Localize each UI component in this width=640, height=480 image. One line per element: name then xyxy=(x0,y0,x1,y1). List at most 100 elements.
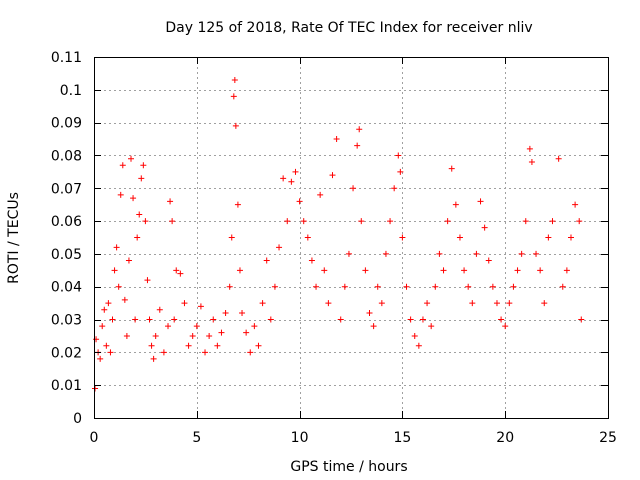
data-point xyxy=(144,277,151,284)
data-point xyxy=(510,283,517,290)
data-point xyxy=(92,385,99,392)
data-point xyxy=(300,218,307,225)
data-point xyxy=(276,244,283,251)
data-point xyxy=(115,283,122,290)
data-point xyxy=(549,218,556,225)
data-point xyxy=(222,309,229,316)
data-point xyxy=(576,218,583,225)
data-point xyxy=(263,257,270,264)
data-point xyxy=(234,201,241,208)
data-point xyxy=(506,300,513,307)
data-point xyxy=(362,267,369,274)
x-axis-title: GPS time / hours xyxy=(290,459,407,475)
data-point xyxy=(259,300,266,307)
data-point xyxy=(578,316,585,323)
data-point xyxy=(432,283,439,290)
data-point xyxy=(473,250,480,257)
data-point xyxy=(292,168,299,175)
data-point xyxy=(280,175,287,182)
data-point xyxy=(337,316,344,323)
data-point xyxy=(99,323,106,330)
y-tick-label: 0.04 xyxy=(51,280,82,296)
data-point xyxy=(97,355,104,362)
data-point xyxy=(236,267,243,274)
data-point xyxy=(572,201,579,208)
data-point xyxy=(136,211,143,218)
data-point xyxy=(395,152,402,159)
data-point xyxy=(125,257,132,264)
data-point xyxy=(214,342,221,349)
ticks-layer xyxy=(94,57,609,419)
plot-frame xyxy=(94,57,609,419)
data-point xyxy=(202,349,209,356)
y-tick-label: 0.01 xyxy=(51,378,82,394)
data-point xyxy=(189,332,196,339)
data-point xyxy=(522,218,529,225)
data-point xyxy=(419,316,426,323)
data-point xyxy=(345,250,352,257)
data-point xyxy=(150,355,157,362)
data-point xyxy=(461,267,468,274)
data-point xyxy=(559,283,566,290)
data-point xyxy=(284,218,291,225)
data-point xyxy=(350,185,357,192)
data-point xyxy=(226,283,233,290)
data-point xyxy=(333,136,340,143)
data-point xyxy=(304,234,311,241)
data-point xyxy=(469,300,476,307)
data-point xyxy=(177,270,184,277)
chart-title: Day 125 of 2018, Rate Of TEC Index for r… xyxy=(165,20,532,36)
data-point xyxy=(366,309,373,316)
data-point xyxy=(563,267,570,274)
x-tick-label: 5 xyxy=(192,430,201,446)
data-point xyxy=(498,316,505,323)
data-point xyxy=(165,323,172,330)
data-point xyxy=(140,162,147,169)
data-point xyxy=(130,195,137,202)
data-point xyxy=(533,250,540,257)
data-point xyxy=(545,234,552,241)
y-tick-label: 0.08 xyxy=(51,148,82,164)
data-point xyxy=(138,175,145,182)
data-point xyxy=(325,300,332,307)
data-point xyxy=(232,122,239,129)
data-point xyxy=(502,323,509,330)
data-point xyxy=(399,234,406,241)
data-point xyxy=(197,303,204,310)
data-point xyxy=(251,323,258,330)
data-point xyxy=(555,155,562,162)
data-point xyxy=(296,198,303,205)
data-point xyxy=(411,332,418,339)
data-point xyxy=(93,336,100,343)
data-point xyxy=(428,323,435,330)
data-point xyxy=(440,267,447,274)
data-point xyxy=(142,218,149,225)
data-point xyxy=(424,300,431,307)
y-tick-labels: 0 0.01 0.02 0.03 0.04 0.05 0.06 0.07 0.08 0.09 0.1… xyxy=(51,50,82,427)
data-point xyxy=(148,342,155,349)
data-point xyxy=(313,283,320,290)
data-point xyxy=(514,267,521,274)
data-point xyxy=(317,191,324,198)
x-tick-label: 10 xyxy=(291,430,309,446)
data-point xyxy=(243,329,250,336)
data-point xyxy=(181,300,188,307)
data-point xyxy=(105,300,112,307)
data-point xyxy=(465,283,472,290)
y-tick-label: 0.1 xyxy=(60,83,82,99)
y-tick-label: 0.09 xyxy=(51,116,82,132)
data-point xyxy=(119,162,126,169)
data-point xyxy=(132,316,139,323)
data-point xyxy=(358,218,365,225)
data-point xyxy=(485,257,492,264)
data-point xyxy=(113,244,120,251)
data-point xyxy=(128,155,135,162)
data-point xyxy=(341,283,348,290)
data-point xyxy=(267,316,274,323)
data-point xyxy=(218,329,225,336)
data-point xyxy=(354,142,361,149)
data-point xyxy=(228,234,235,241)
data-point xyxy=(247,349,254,356)
data-point xyxy=(206,332,213,339)
data-point xyxy=(452,201,459,208)
